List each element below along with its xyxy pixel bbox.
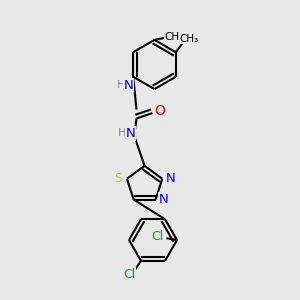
- Text: CH₃: CH₃: [180, 34, 199, 44]
- Text: H: H: [118, 128, 127, 139]
- Text: S: S: [114, 172, 123, 185]
- Text: Cl: Cl: [152, 230, 164, 244]
- Text: O: O: [154, 104, 165, 118]
- Text: N: N: [126, 127, 135, 140]
- Text: Cl: Cl: [123, 268, 135, 281]
- Text: N: N: [166, 172, 175, 185]
- Text: N: N: [124, 79, 134, 92]
- Text: N: N: [159, 193, 169, 206]
- Text: H: H: [116, 80, 125, 90]
- Text: CH₃: CH₃: [164, 32, 184, 42]
